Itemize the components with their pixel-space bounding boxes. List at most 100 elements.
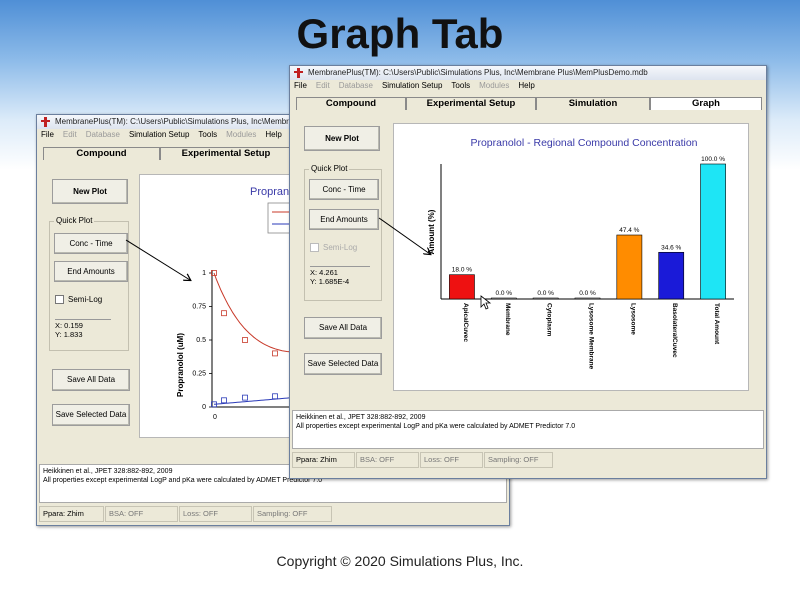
status-bsa: BSA: OFF: [105, 506, 178, 522]
reference-line-2: All properties except experimental LogP …: [296, 423, 576, 430]
bar-apicalcuvec: [449, 274, 475, 300]
back-data-point: [211, 270, 217, 276]
membraneplus-app-icon: [41, 117, 50, 127]
front-left-panel: New Plot Quick Plot Conc - Time End Amou…: [290, 112, 390, 412]
menu-edit[interactable]: Edit: [315, 81, 330, 90]
mouse-cursor-icon: [480, 295, 492, 310]
back-y-tick-label: 0.25: [192, 371, 206, 378]
menu-help[interactable]: Help: [265, 130, 282, 139]
menu-modules[interactable]: Modules: [479, 81, 510, 90]
tab-experimental-setup[interactable]: Experimental Setup: [160, 147, 292, 160]
quick-plot-label: Quick Plot: [309, 164, 350, 173]
status-loss: Loss: OFF: [420, 452, 483, 468]
front-chart-title: Propranolol - Regional Compound Concentr…: [470, 137, 697, 149]
new-plot-button[interactable]: New Plot: [304, 126, 380, 151]
back-chart-title: Propran: [250, 186, 289, 198]
front-app-window: MembranePlus(TM): C:\Users\Public\Simula…: [289, 65, 767, 479]
menu-simulation-setup[interactable]: Simulation Setup: [128, 130, 190, 139]
bar-lysosome-membrane: [574, 297, 601, 300]
back-y-tick-label: 1: [202, 270, 206, 277]
bar-value-label: 34.6 %: [661, 244, 681, 251]
back-y-ticks: 1 0.75 0.5 0.25 0: [192, 270, 212, 411]
back-data-point: [221, 310, 227, 317]
new-plot-button[interactable]: New Plot: [52, 179, 128, 204]
conc-time-button[interactable]: Conc - Time: [309, 179, 379, 200]
readout-y: Y: 1.833: [55, 330, 83, 339]
back-x-tick-0: 0: [213, 414, 217, 421]
back-y-tick-label: 0.75: [192, 304, 206, 311]
status-loss: Loss: OFF: [179, 506, 252, 522]
back-chart-ylabel: Propranolol (uM): [176, 333, 185, 397]
bar-value-label: 47.4 %: [619, 227, 639, 234]
back-conc-time-chart: Propran Propranolol (uM) 1 0.75 0.5 0.25 0 0: [176, 186, 306, 421]
membraneplus-app-icon: [294, 68, 303, 78]
x-tick-label: Membrane: [504, 303, 511, 336]
menu-tools[interactable]: Tools: [451, 81, 471, 90]
tab-compound[interactable]: Compound: [43, 147, 160, 160]
menu-file[interactable]: File: [41, 130, 54, 139]
x-tick-label: Cytoplasm: [546, 303, 553, 336]
bar-lysosome: [616, 234, 643, 300]
reference-line-1: Heikkinen et al., JPET 328:882-892, 2009: [43, 468, 173, 475]
semi-log-checkbox[interactable]: Semi-Log: [55, 295, 103, 305]
front-plot-area[interactable]: Propranolol - Regional Compound Concentr…: [393, 123, 749, 391]
x-tick-label: Lysosome: [629, 303, 636, 335]
back-data-point: [272, 393, 278, 400]
x-tick-label: ApicalCuvec: [462, 303, 469, 342]
back-tabs: Compound Experimental Setup: [43, 147, 303, 160]
tab-compound[interactable]: Compound: [296, 97, 406, 110]
x-tick-label: Total Amount: [713, 303, 720, 345]
front-tabs: Compound Experimental Setup Simulation G…: [296, 97, 762, 110]
save-all-data-button[interactable]: Save All Data: [304, 317, 382, 339]
bar-value-label: 0.0 %: [537, 290, 554, 297]
back-window-title: MembranePlus(TM): C:\Users\Public\Simula…: [55, 117, 303, 126]
back-data-point: [211, 401, 217, 408]
conc-time-button[interactable]: Conc - Time: [54, 233, 128, 254]
status-ppara: Ppara: Zhim: [292, 452, 355, 468]
semi-log-checkbox-box[interactable]: [310, 243, 319, 253]
regional-concentration-chart: Propranolol - Regional Compound Concentr…: [427, 137, 734, 370]
menu-help[interactable]: Help: [518, 81, 535, 90]
save-all-data-button[interactable]: Save All Data: [52, 369, 130, 391]
menu-database[interactable]: Database: [338, 81, 373, 90]
menu-simulation-setup[interactable]: Simulation Setup: [381, 81, 443, 90]
slide-title: Graph Tab: [296, 10, 504, 57]
front-menubar: File Edit Database Simulation Setup Tools Mod…: [290, 80, 766, 92]
menu-file[interactable]: File: [294, 81, 307, 90]
front-reference-panel: Heikkinen et al., JPET 328:882-892, 2009…: [292, 410, 764, 449]
status-sampling: Sampling: OFF: [253, 506, 332, 522]
x-tick-label: BasolateralCuvec: [671, 303, 678, 358]
semi-log-label: Semi-Log: [323, 243, 358, 252]
menu-modules[interactable]: Modules: [226, 130, 257, 139]
readout-x: X: 0.159: [55, 321, 83, 330]
menu-edit[interactable]: Edit: [62, 130, 77, 139]
tab-experimental-setup[interactable]: Experimental Setup: [406, 97, 536, 110]
back-y-tick-label: 0.5: [196, 337, 206, 344]
cursor-readout: X: 0.159 Y: 1.833: [55, 319, 111, 339]
semi-log-checkbox[interactable]: Semi-Log: [310, 243, 358, 253]
tab-simulation[interactable]: Simulation: [536, 97, 650, 110]
status-ppara: Ppara: Zhim: [39, 506, 104, 522]
bar-value-label: 100.0 %: [701, 156, 725, 163]
end-amounts-button[interactable]: End Amounts: [309, 209, 379, 230]
save-selected-data-button[interactable]: Save Selected Data: [52, 404, 130, 426]
back-status-bar: Ppara: Zhim BSA: OFF Loss: OFF Sampling:…: [39, 506, 505, 522]
front-bars-group: 18.0 % ApicalCuvec 0.0 % Membrane 0.0 % Cytop…: [449, 156, 726, 370]
quick-plot-label: Quick Plot: [54, 216, 95, 225]
menu-database[interactable]: Database: [85, 130, 120, 139]
front-chart-ylabel: Amount (%): [427, 209, 436, 254]
bar-cytoplasm: [532, 297, 559, 300]
semi-log-checkbox-box[interactable]: [55, 295, 64, 305]
front-titlebar[interactable]: MembranePlus(TM): C:\Users\Public\Simula…: [290, 66, 766, 80]
back-plot-area[interactable]: Propran Propranolol (uM) 1 0.75 0.5 0.25 0 0: [139, 174, 307, 438]
status-sampling: Sampling: OFF: [484, 452, 553, 468]
end-amounts-button[interactable]: End Amounts: [54, 261, 128, 282]
cursor-readout: X: 4.261 Y: 1.685E-4: [310, 266, 370, 286]
save-selected-data-button[interactable]: Save Selected Data: [304, 353, 382, 375]
reference-line-2: All properties except experimental LogP …: [43, 477, 323, 484]
copyright-text: Copyright © 2020 Simulations Plus, Inc.: [276, 553, 524, 569]
menu-tools[interactable]: Tools: [198, 130, 218, 139]
back-data-point: [272, 350, 278, 357]
tab-graph[interactable]: Graph: [650, 97, 762, 110]
semi-log-label: Semi-Log: [68, 295, 103, 304]
